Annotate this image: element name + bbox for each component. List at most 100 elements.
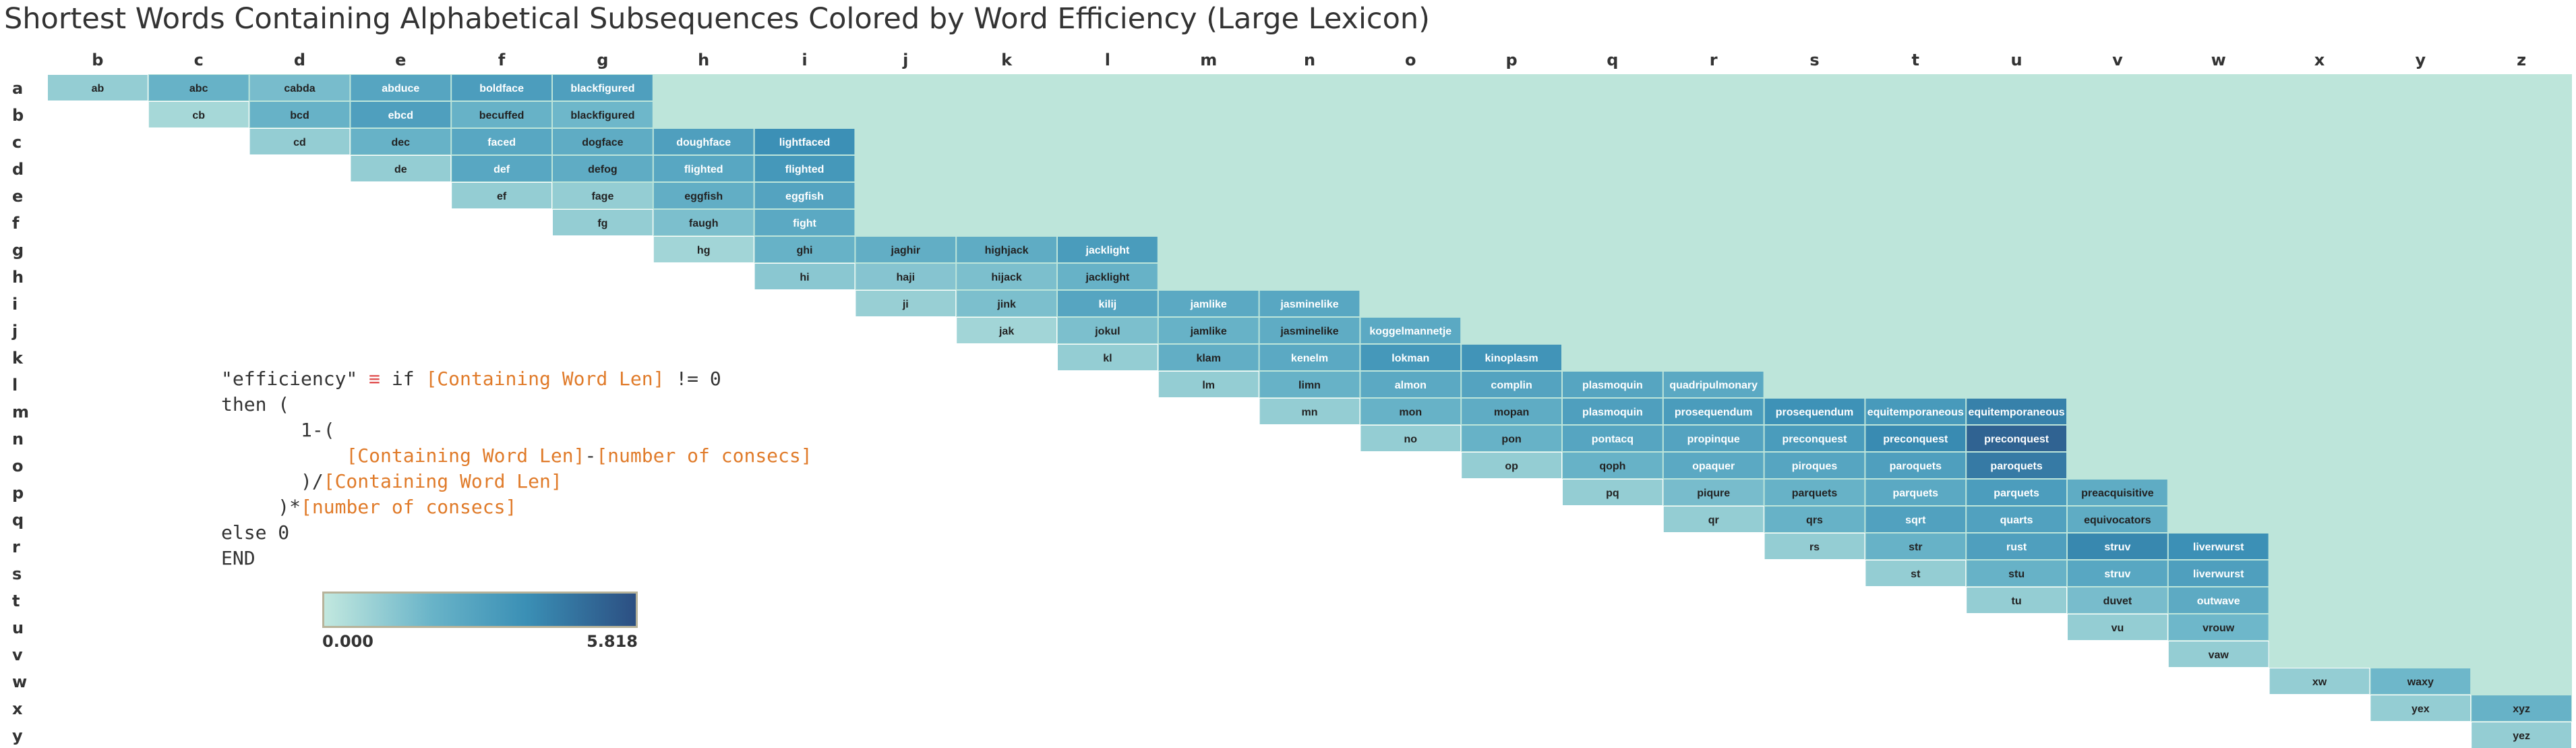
heatmap-cell-rect bbox=[148, 75, 249, 100]
heatmap-cell-rect bbox=[1462, 345, 1561, 370]
heatmap-cell: ji bbox=[856, 291, 956, 316]
legend-max-label: 5.818 bbox=[587, 632, 638, 651]
heatmap-cell-rect bbox=[1663, 372, 1764, 397]
heatmap-cell-rect bbox=[1158, 372, 1259, 397]
heatmap-cell: pq bbox=[1563, 480, 1663, 505]
formula-token: "efficiency" bbox=[221, 368, 369, 390]
heatmap-cell-label: qoph bbox=[1599, 461, 1625, 472]
heatmap-cell-label: qrs bbox=[1806, 515, 1823, 526]
heatmap-cell-label: flighted bbox=[785, 164, 825, 175]
heatmap-cell: prosequendum bbox=[1663, 399, 1764, 424]
heatmap-cell-rect bbox=[553, 156, 653, 181]
y-tick-label: u bbox=[12, 618, 24, 637]
heatmap-cell-label: ab bbox=[92, 83, 104, 94]
heatmap-cell-rect bbox=[1158, 345, 1259, 370]
heatmap-cell: mn bbox=[1259, 399, 1360, 424]
heatmap-cell-label: stu bbox=[2008, 569, 2025, 580]
heatmap-cell: klam bbox=[1158, 345, 1259, 370]
heatmap-cell: xyz bbox=[2472, 695, 2571, 721]
heatmap-cell: preconquest bbox=[1764, 426, 1865, 451]
heatmap-cell-label: faugh bbox=[689, 218, 719, 229]
formula-line: [Containing Word Len]-[number of consecs… bbox=[221, 443, 812, 469]
heatmap-cell-rect bbox=[1663, 507, 1764, 532]
heatmap-cell: st bbox=[1865, 560, 1966, 586]
heatmap-cell-rect bbox=[1865, 507, 1966, 532]
x-tick-label: s bbox=[1809, 51, 1819, 69]
heatmap-cell: equitemporaneous bbox=[1967, 399, 2066, 424]
formula-token: != 0 bbox=[664, 368, 721, 390]
formula-line: 1-( bbox=[221, 418, 812, 443]
heatmap-cell-label: kl bbox=[1103, 353, 1112, 364]
heatmap-cell: outwave bbox=[2168, 587, 2269, 613]
heatmap-cell-rect bbox=[2168, 560, 2269, 586]
heatmap-cell-label: cabda bbox=[284, 83, 315, 94]
heatmap-cell: koggelmannetje bbox=[1360, 318, 1461, 343]
heatmap-cell-label: blackfigured bbox=[570, 110, 634, 121]
heatmap-cell-rect bbox=[1865, 453, 1966, 478]
heatmap-cell: str bbox=[1865, 534, 1966, 559]
heatmap-cell: struv bbox=[2068, 560, 2167, 586]
y-tick-label: j bbox=[11, 322, 18, 341]
heatmap-cell-label: parquets bbox=[1893, 488, 1939, 499]
heatmap-cell: kl bbox=[1058, 345, 1158, 370]
heatmap-cell-label: koggelmannetje bbox=[1369, 326, 1451, 337]
y-tick-label: c bbox=[12, 133, 22, 152]
heatmap-cell-label: mon bbox=[1399, 407, 1422, 418]
heatmap-cell: yez bbox=[2472, 722, 2571, 748]
heatmap-cell: ab bbox=[48, 75, 148, 100]
heatmap-cell-label: ef bbox=[497, 191, 507, 202]
formula-token: ≡ bbox=[369, 368, 392, 390]
heatmap-cell: doughface bbox=[653, 129, 754, 154]
formula-token: END bbox=[221, 547, 256, 569]
heatmap-cell-label: jacklight bbox=[1085, 272, 1130, 283]
heatmap-cell-label: fage bbox=[591, 191, 613, 202]
heatmap-cell: pontacq bbox=[1563, 426, 1663, 451]
heatmap-cell: qrs bbox=[1764, 507, 1865, 532]
heatmap-cell-rect bbox=[249, 102, 350, 127]
heatmap-cell: kinoplasm bbox=[1462, 345, 1561, 370]
heatmap-cell: jacklight bbox=[1058, 264, 1158, 289]
heatmap-cell-label: liverwurst bbox=[2193, 542, 2244, 553]
heatmap-cell-rect bbox=[249, 75, 350, 100]
heatmap-cell: de bbox=[351, 156, 451, 181]
heatmap-cell-rect bbox=[1462, 399, 1561, 424]
heatmap-cell: dec bbox=[351, 129, 451, 154]
heatmap-cell-rect bbox=[957, 291, 1056, 316]
heatmap-cell: piqure bbox=[1663, 480, 1764, 505]
heatmap-cell-rect bbox=[653, 210, 754, 235]
y-tick-label: w bbox=[12, 672, 27, 691]
formula-token: )/ bbox=[221, 470, 324, 492]
heatmap-cell-rect bbox=[1764, 507, 1865, 532]
heatmap-cell: plasmoquin bbox=[1563, 399, 1663, 424]
heatmap-cell-rect bbox=[1663, 426, 1764, 451]
heatmap-cell-rect bbox=[1967, 426, 2066, 451]
heatmap-cell-rect bbox=[856, 264, 956, 289]
heatmap-cell-rect bbox=[452, 129, 551, 154]
x-tick-label: v bbox=[2112, 51, 2123, 69]
heatmap-cell-rect bbox=[1764, 480, 1865, 505]
heatmap-cell-rect bbox=[1360, 372, 1461, 397]
y-tick-label: a bbox=[12, 79, 23, 98]
heatmap-cell-rect bbox=[1563, 426, 1663, 451]
heatmap-cell-label: jokul bbox=[1094, 326, 1120, 337]
x-tick-label: p bbox=[1506, 51, 1518, 69]
heatmap-cell-rect bbox=[249, 129, 350, 154]
heatmap-cell: parquets bbox=[1865, 480, 1966, 505]
heatmap-cell-label: fight bbox=[793, 218, 816, 229]
heatmap-cell: becuffed bbox=[452, 102, 551, 127]
heatmap-cell-rect bbox=[1967, 399, 2066, 424]
heatmap-cell: op bbox=[1462, 453, 1561, 478]
y-tick-label: v bbox=[12, 645, 23, 664]
heatmap-cell-label: blackfigured bbox=[570, 83, 634, 94]
heatmap-cell: quadripulmonary bbox=[1663, 372, 1764, 397]
heatmap-cell-label: preacquisitive bbox=[2081, 488, 2154, 499]
heatmap-cell: stu bbox=[1967, 560, 2066, 586]
formula-token: if bbox=[391, 368, 426, 390]
y-tick-label: n bbox=[12, 430, 24, 449]
heatmap-cell-rect bbox=[1563, 399, 1663, 424]
formula-token: )* bbox=[221, 496, 301, 518]
heatmap-cell-rect bbox=[553, 210, 653, 235]
heatmap-cell: pon bbox=[1462, 426, 1561, 451]
y-tick-label: d bbox=[12, 160, 24, 179]
